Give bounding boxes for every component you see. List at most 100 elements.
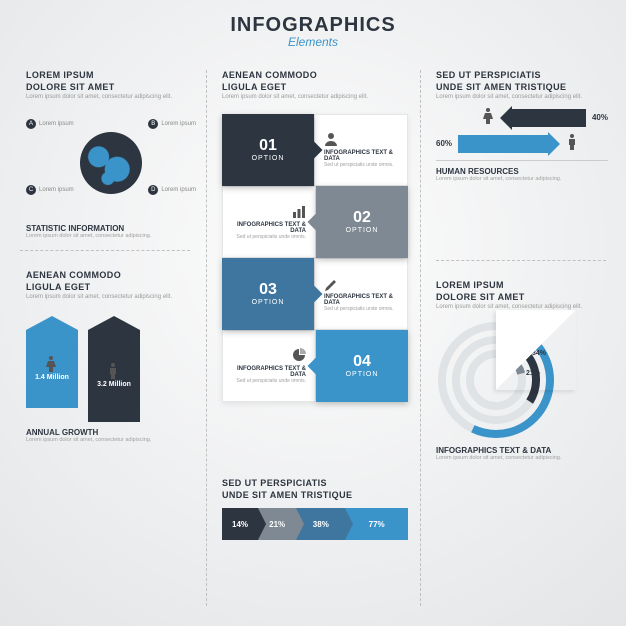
panel-title: SED UT PERSPICIATIS (222, 478, 408, 488)
panel-title: AENEAN COMMODO (26, 270, 196, 280)
panel-lead: Lorem ipsum dolor sit amet, consectetur … (222, 94, 408, 102)
option-side-title: INFOGRAPHICS TEXT & DATA (232, 366, 306, 378)
pillar-value: 1.4 Million (35, 374, 69, 381)
option-number: 03 (259, 281, 277, 299)
panel-caption: INFOGRAPHICS TEXT & DATA (436, 446, 608, 455)
hr-value: 40% (592, 113, 608, 122)
panel-title: AENEAN COMMODO (222, 70, 408, 80)
hr-row: 40% (436, 108, 608, 128)
option-number: 02 (353, 209, 371, 227)
option-side-desc: Sed ut perspiciatis unde omnis. (324, 306, 398, 312)
radial-gauge: 57%34%21% (436, 320, 556, 440)
hr-row: 60% (436, 134, 608, 154)
label-b: BLorem ipsum (148, 118, 196, 129)
panel-title: SED UT PERSPICIATIS (436, 70, 608, 80)
option-number: 01 (259, 137, 277, 155)
option-tile: 02OPTION (316, 186, 408, 258)
pillar-bar: 1.4 Million (26, 330, 78, 408)
divider-vertical-right (420, 70, 421, 606)
option-side-desc: Sed ut perspiciatis unde omnis. (324, 162, 398, 168)
option-number: 04 (353, 353, 371, 371)
panel-ribbons: SED UT PERSPICIATIS UNDE SIT AMEN TRISTI… (222, 478, 408, 540)
option-side: INFOGRAPHICS TEXT & DATASed ut perspicia… (314, 258, 408, 330)
panel-title-2: LIGULA EGET (222, 82, 408, 92)
option-side-title: INFOGRAPHICS TEXT & DATA (232, 222, 306, 234)
panel-statistic: LOREM IPSUM DOLORE SIT AMET Lorem ipsum … (26, 70, 196, 240)
label-c: CLorem ipsum (26, 184, 74, 195)
option-label: OPTION (346, 371, 379, 378)
divider (436, 160, 608, 161)
hr-value: 60% (436, 139, 452, 148)
option-side-title: INFOGRAPHICS TEXT & DATA (324, 150, 398, 162)
panel-annual-growth: AENEAN COMMODO LIGULA EGET Lorem ipsum d… (26, 270, 196, 444)
ribbon-segment: 14% (222, 508, 258, 540)
page-header: INFOGRAPHICS Elements (0, 0, 626, 49)
ribbon-chart: 14%21%38%77% (222, 508, 408, 540)
female-icon (45, 356, 59, 374)
pillar-value: 3.2 Million (97, 381, 131, 388)
panel-title-2: DOLORE SIT AMET (436, 292, 608, 302)
pillar-arrow (88, 316, 140, 330)
pillar: 1.4 Million (26, 316, 78, 422)
male-icon (107, 363, 121, 381)
panel-caption: ANNUAL GROWTH (26, 428, 196, 437)
hr-arrow-chart: 40% 60% (436, 108, 608, 154)
panel-caption: STATISTIC INFORMATION (26, 224, 196, 233)
option-side: INFOGRAPHICS TEXT & DATASed ut perspicia… (222, 330, 316, 402)
option-tile: 03OPTION (222, 258, 314, 330)
divider-horizontal-left (20, 250, 190, 251)
panel-title-2: UNDE SIT AMEN TRISTIQUE (436, 82, 608, 92)
option-tile: 01OPTION (222, 114, 314, 186)
panel-desc: Lorem ipsum dolor sit amet, consectetur … (26, 437, 196, 444)
option-side: INFOGRAPHICS TEXT & DATASed ut perspicia… (314, 114, 408, 186)
pillar-chart: 1.4 Million 3.2 Million (26, 316, 196, 422)
option-label: OPTION (252, 155, 285, 162)
female-icon (482, 108, 494, 128)
panel-gauge: LOREM IPSUM DOLORE SIT AMET Lorem ipsum … (436, 280, 608, 462)
option-side-desc: Sed ut perspiciatis unde omnis. (237, 234, 306, 240)
panel-desc: Lorem ipsum dolor sit amet, consectetur … (26, 233, 196, 240)
option-label: OPTION (252, 299, 285, 306)
option-tile: 04OPTION (316, 330, 408, 402)
divider-horizontal-right (436, 260, 606, 261)
page-title: INFOGRAPHICS (0, 14, 626, 37)
ribbon-segment: 77% (345, 508, 408, 540)
hr-arrow (500, 109, 586, 127)
option-label: OPTION (346, 227, 379, 234)
panel-caption: HUMAN RESOURCES (436, 167, 608, 176)
option-row: 02OPTIONINFOGRAPHICS TEXT & DATASed ut p… (222, 186, 408, 258)
user-icon (324, 132, 338, 146)
pillar-arrow (26, 316, 78, 330)
panel-desc: Lorem ipsum dolor sit amet, consectetur … (436, 176, 608, 183)
label-d: DLorem ipsum (148, 184, 196, 195)
pillar-bar: 3.2 Million (88, 330, 140, 422)
panel-title-2: DOLORE SIT AMET (26, 82, 196, 92)
pen-icon (324, 276, 338, 290)
page-subtitle: Elements (0, 35, 626, 49)
bars-icon (292, 204, 306, 218)
hr-arrow (458, 135, 560, 153)
globe-icon (80, 132, 142, 194)
option-side-desc: Sed ut perspiciatis unde omnis. (237, 378, 306, 384)
panel-lead: Lorem ipsum dolor sit amet, consectetur … (26, 94, 196, 102)
divider-vertical-left (206, 70, 207, 606)
male-icon (566, 134, 578, 154)
panel-title-2: LIGULA EGET (26, 282, 196, 292)
panel-title-2: UNDE SIT AMEN TRISTIQUE (222, 490, 408, 500)
paper-fold (496, 310, 576, 390)
panel-lead: Lorem ipsum dolor sit amet, consectetur … (436, 94, 608, 102)
option-row: 04OPTIONINFOGRAPHICS TEXT & DATASed ut p… (222, 330, 408, 402)
panel-lead: Lorem ipsum dolor sit amet, consectetur … (26, 294, 196, 302)
option-row: 03OPTIONINFOGRAPHICS TEXT & DATASed ut p… (222, 258, 408, 330)
panel-options: AENEAN COMMODO LIGULA EGET Lorem ipsum d… (222, 70, 408, 402)
label-a: ALorem ipsum (26, 118, 74, 129)
globe-labels: ALorem ipsum BLorem ipsum CLorem ipsum D… (26, 108, 196, 218)
panel-title: LOREM IPSUM (26, 70, 196, 80)
pillar: 3.2 Million (88, 316, 140, 422)
option-stack: 01OPTIONINFOGRAPHICS TEXT & DATASed ut p… (222, 114, 408, 402)
option-side-title: INFOGRAPHICS TEXT & DATA (324, 294, 398, 306)
option-side: INFOGRAPHICS TEXT & DATASed ut perspicia… (222, 186, 316, 258)
panel-title: LOREM IPSUM (436, 280, 608, 290)
pie-icon (292, 348, 306, 362)
option-row: 01OPTIONINFOGRAPHICS TEXT & DATASed ut p… (222, 114, 408, 186)
